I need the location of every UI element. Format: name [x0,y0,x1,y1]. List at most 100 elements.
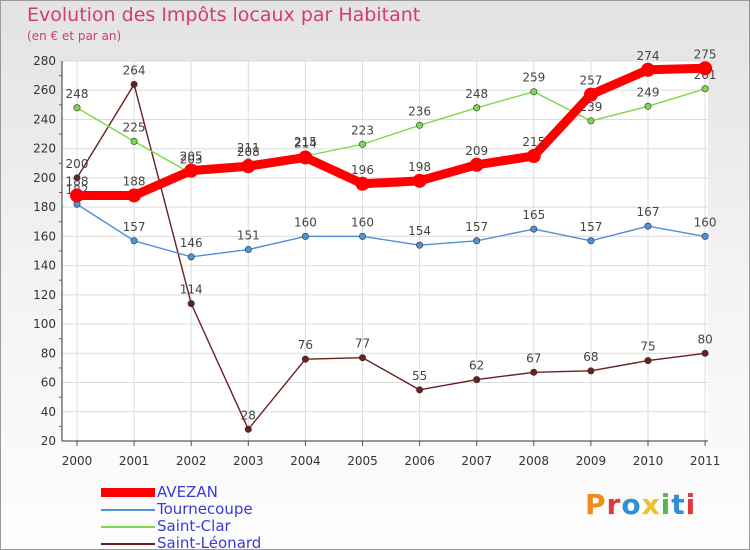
data-label-tournecoupe: 157 [465,220,488,234]
data-point-avezan [241,159,256,174]
x-tick-label: 2011 [690,454,721,468]
chart-title: Evolution des Impôts locaux par Habitant [27,4,421,26]
data-label-saint-l-onard: 264 [123,63,146,77]
data-label-avezan: 257 [579,74,602,88]
data-point-saint-l-onard [130,80,138,88]
legend-swatch [101,509,155,511]
x-tick-label: 2010 [633,454,664,468]
data-label-tournecoupe: 146 [180,236,203,250]
data-point-saint-l-onard [473,376,481,384]
data-label-avezan: 275 [694,47,717,61]
brand-logo-letter: P [585,488,607,521]
data-label-tournecoupe: 160 [694,215,717,229]
data-point-avezan [698,61,713,76]
data-label-tournecoupe: 167 [637,205,660,219]
data-point-tournecoupe [701,232,709,240]
data-label-saint-clar: 259 [522,71,545,85]
data-label-tournecoupe: 165 [522,208,545,222]
data-point-avezan [469,157,484,172]
data-label-saint-clar: 248 [465,87,488,101]
x-tick-label: 2001 [119,454,150,468]
data-label-avezan: 214 [294,136,317,150]
data-label-saint-l-onard: 114 [180,283,203,297]
x-tick-label: 2002 [176,454,207,468]
data-label-saint-l-onard: 62 [469,359,484,373]
data-point-saint-l-onard [644,357,652,365]
brand-logo-letter: i [660,488,672,521]
data-label-saint-l-onard: 75 [640,340,655,354]
x-tick-label: 2000 [62,454,93,468]
data-point-tournecoupe [130,237,138,245]
data-point-avezan [641,62,655,77]
data-point-saint-l-onard [73,174,81,182]
data-point-saint-l-onard [701,349,709,357]
x-tick-label: 2006 [404,454,435,468]
brand-logo-letter: o [621,488,642,521]
y-tick-label: 140 [33,259,56,273]
data-label-saint-l-onard: 200 [66,157,89,171]
data-point-tournecoupe [416,241,424,249]
data-point-saint-l-onard [530,368,538,376]
data-point-saint-l-onard [587,367,595,375]
x-tick-label: 2007 [461,454,492,468]
series-line-avezan [72,63,710,200]
y-tick-label: 280 [33,54,56,68]
data-label-saint-l-onard: 77 [355,337,370,351]
data-point-saint-l-onard [358,354,366,362]
data-point-avezan [526,149,541,163]
y-tick-label: 60 [41,376,56,390]
y-tick-label: 40 [41,405,56,419]
y-tick-label: 100 [33,317,56,331]
data-label-saint-l-onard: 67 [526,351,541,365]
data-point-saint-l-onard [187,300,195,308]
data-label-saint-l-onard: 68 [583,350,598,364]
data-label-avezan: 274 [637,49,660,63]
y-tick-label: 120 [33,288,56,302]
brand-logo-letter: r [606,488,622,521]
data-label-saint-clar: 236 [408,104,431,118]
data-label-saint-clar: 215 [294,135,317,149]
brand-logo-letter: i [685,488,697,521]
legend-label: Saint-Clar [157,517,231,535]
data-label-saint-clar: 203 [180,153,203,167]
brand-logo-letter: t [671,488,686,521]
data-label-tournecoupe: 157 [579,220,602,234]
chart-subtitle: (en € et par an) [27,29,122,43]
data-label-saint-l-onard: 28 [241,408,256,422]
data-point-saint-clar [530,88,538,96]
data-label-tournecoupe: 151 [237,229,260,243]
data-point-avezan [70,188,84,203]
data-label-saint-l-onard: 76 [298,338,313,352]
data-point-tournecoupe [530,225,538,233]
series-line-tournecoupe [76,203,706,258]
data-point-saint-clar [358,140,366,148]
data-point-saint-clar [473,104,481,112]
data-point-avezan [298,150,313,165]
data-label-saint-l-onard: 80 [697,332,712,346]
data-label-avezan: 209 [465,144,488,158]
series-line-saint-l-onard [76,83,706,431]
series-line-saint-clar [76,88,706,175]
legend-swatch [101,526,155,528]
data-label-tournecoupe: 154 [408,224,431,238]
y-tick-label: 200 [33,171,56,185]
y-tick-label: 180 [33,200,56,214]
data-label-saint-clar: 211 [237,141,260,155]
data-label-saint-l-onard: 55 [412,369,427,383]
x-tick-label: 2003 [233,454,264,468]
y-tick-label: 20 [41,434,56,448]
data-point-tournecoupe [358,232,366,240]
data-point-avezan [184,163,199,178]
legend-swatch [101,488,155,497]
data-point-tournecoupe [301,232,309,240]
data-point-saint-l-onard [301,355,309,363]
data-point-tournecoupe [473,237,481,245]
data-point-tournecoupe [644,222,652,230]
data-label-tournecoupe: 160 [351,215,374,229]
data-point-saint-l-onard [244,425,252,433]
brand-logo-letter: x [641,488,661,521]
data-label-avezan: 196 [351,163,374,177]
data-label-avezan: 188 [123,174,146,188]
data-point-avezan [412,173,427,188]
